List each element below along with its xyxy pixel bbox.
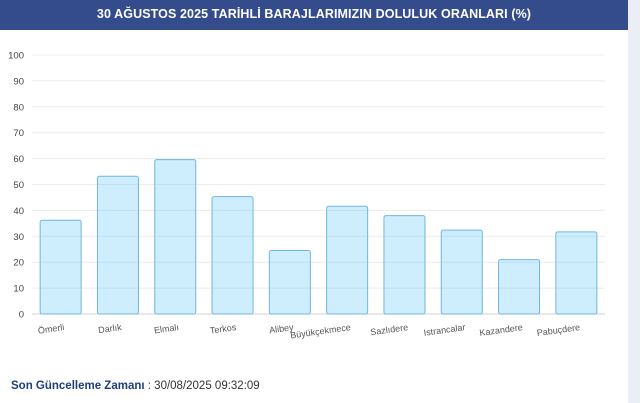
y-tick-label: 90 xyxy=(13,76,24,87)
y-tick-label: 0 xyxy=(19,310,24,321)
x-tick-label: Kazandere xyxy=(479,322,524,338)
bar xyxy=(555,231,598,315)
bar xyxy=(39,219,82,315)
last-updated-timestamp: 30/08/2025 09:32:09 xyxy=(154,380,260,392)
bar xyxy=(96,175,139,315)
bar xyxy=(383,215,426,315)
x-tick-label: Istrancalar xyxy=(423,322,466,338)
x-tick-label: Sazlıdere xyxy=(370,322,409,337)
y-tick-label: 70 xyxy=(13,128,24,139)
x-tick-label: Alibey xyxy=(268,322,294,335)
y-tick-label: 60 xyxy=(13,154,24,165)
bars xyxy=(39,159,598,315)
bar xyxy=(326,205,369,315)
y-axis-ticks: 0 10 20 30 40 50 60 70 80 90 100 xyxy=(8,51,24,321)
x-tick-label: Ömerli xyxy=(37,322,65,336)
x-tick-label: Pabuçdere xyxy=(536,322,581,338)
page-edge xyxy=(628,0,640,403)
last-updated-separator: : xyxy=(144,380,155,392)
bar xyxy=(211,196,254,315)
last-updated: Son Güncelleme Zamanı : 30/08/2025 09:32… xyxy=(11,380,260,392)
bar xyxy=(498,259,541,315)
bar xyxy=(440,229,483,315)
x-tick-label: Büyükçekmece xyxy=(290,322,352,340)
chart-title: 30 AĞUSTOS 2025 TARİHLİ BARAJLARIMIZIN D… xyxy=(0,0,628,30)
y-tick-label: 10 xyxy=(13,284,24,295)
y-tick-label: 20 xyxy=(13,258,24,269)
x-tick-label: Darlık xyxy=(98,322,123,335)
y-tick-label: 50 xyxy=(13,180,24,191)
bar xyxy=(154,159,197,315)
y-tick-label: 40 xyxy=(13,206,24,217)
x-axis-labels: Ömerli Darlık Elmalı Terkos AlibeyBüyükçekme… xyxy=(37,322,580,340)
y-tick-label: 80 xyxy=(13,102,24,113)
y-tick-label: 30 xyxy=(13,232,24,243)
bar xyxy=(268,250,311,315)
x-tick-label: Elmalı xyxy=(153,322,179,335)
x-tick-label: Terkos xyxy=(209,322,237,336)
last-updated-label: Son Güncelleme Zamanı xyxy=(11,380,145,392)
bar-chart: 0 10 20 30 40 50 60 70 80 90 100 Ömerli Darlık Elmal… xyxy=(8,51,605,340)
y-tick-label: 100 xyxy=(8,51,24,62)
